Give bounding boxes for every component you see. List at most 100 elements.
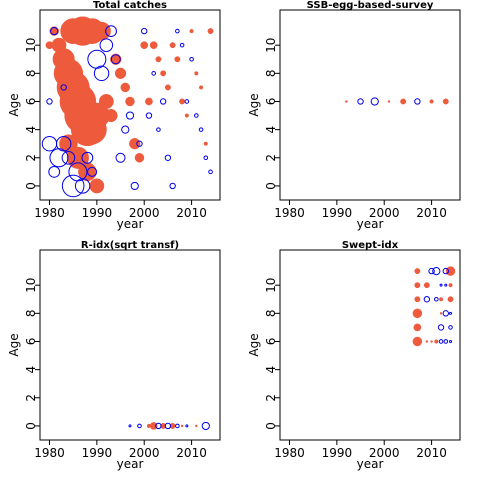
y-tick-label: 4 bbox=[264, 366, 278, 374]
y-tick-label: 2 bbox=[264, 394, 278, 402]
bubble-point-red bbox=[429, 99, 434, 104]
y-tick-label: 10 bbox=[24, 38, 38, 53]
bubble-point-blue bbox=[41, 136, 58, 152]
bubble-point-red bbox=[414, 296, 421, 303]
plot-frame bbox=[39, 9, 221, 201]
bubble-point-blue bbox=[141, 27, 148, 35]
y-tick-label: 4 bbox=[24, 366, 38, 374]
bubble-point-blue bbox=[203, 155, 209, 161]
bubble-point-blue bbox=[156, 127, 161, 132]
x-tick-label: 2000 bbox=[369, 446, 400, 460]
bubble-point-red bbox=[447, 296, 454, 303]
bubble-point-red bbox=[134, 153, 145, 163]
y-axis-label: Age bbox=[7, 93, 21, 116]
y-tick-label: 6 bbox=[24, 338, 38, 346]
bubble-point-red bbox=[345, 100, 348, 103]
bubble-point-blue bbox=[437, 324, 445, 331]
bubble-point-blue bbox=[87, 49, 107, 69]
y-tick-label: 0 bbox=[24, 422, 38, 430]
x-tick-label: 1990 bbox=[322, 446, 353, 460]
bubble-point-blue bbox=[93, 65, 110, 82]
bubble-point-red bbox=[400, 98, 407, 105]
bubble-point-red bbox=[179, 98, 186, 105]
bubble-point-blue bbox=[74, 178, 91, 194]
bubble-point-blue bbox=[449, 311, 453, 315]
bubble-point-blue bbox=[357, 98, 364, 105]
bubble-point-red bbox=[110, 53, 122, 65]
y-tick-label: 6 bbox=[24, 98, 38, 106]
bubble-point-blue bbox=[198, 127, 204, 132]
bubble-point-blue bbox=[194, 113, 199, 118]
bubble-point-red bbox=[89, 178, 105, 194]
bubble-point-red bbox=[160, 70, 167, 77]
bubble-point-blue bbox=[443, 339, 449, 344]
bubble-point-red bbox=[104, 109, 118, 123]
bubble-point-blue bbox=[175, 28, 180, 34]
y-tick-label: 0 bbox=[24, 182, 38, 190]
bubble-point-blue bbox=[189, 56, 194, 62]
bubble-point-red bbox=[149, 422, 158, 430]
panel-title: SSB-egg-based-survey bbox=[307, 0, 434, 11]
bubble-point-blue bbox=[449, 339, 453, 343]
bubble-point-red bbox=[155, 56, 162, 63]
bubble-point-blue bbox=[175, 423, 180, 429]
y-tick-label: 10 bbox=[24, 278, 38, 293]
bubble-point-red bbox=[203, 141, 208, 146]
bubble-point-blue bbox=[50, 27, 59, 36]
y-tick-label: 6 bbox=[264, 338, 278, 346]
panel-title: R-idx(sqrt transf) bbox=[81, 240, 179, 251]
panel-2: 1980 1990 2000 2010 0 2 4 6 8 10 SSB-egg-based-sur… bbox=[247, 0, 461, 231]
bubble-point-red bbox=[98, 94, 114, 109]
bubble-point-red bbox=[412, 308, 423, 319]
bubble-point-red bbox=[140, 41, 149, 50]
bubble-point-blue bbox=[61, 174, 85, 198]
y-tick-label: 8 bbox=[24, 310, 38, 318]
bubble-point-blue bbox=[60, 84, 67, 91]
plot-frame bbox=[279, 9, 461, 201]
x-tick-label: 2010 bbox=[176, 206, 207, 220]
bubble-point-blue bbox=[169, 182, 176, 190]
panel-points bbox=[41, 16, 214, 198]
bubble-point-blue bbox=[159, 98, 167, 105]
bubble-point-blue bbox=[61, 150, 76, 165]
x-tick-label: 2010 bbox=[416, 206, 447, 220]
bubble-point-red bbox=[174, 56, 181, 63]
bubble-point-red bbox=[194, 71, 199, 76]
y-tick-label: 0 bbox=[264, 182, 278, 190]
bubble-point-blue bbox=[121, 125, 130, 134]
bubble-point-blue bbox=[130, 181, 139, 191]
panel-title: Swept-idx bbox=[342, 240, 399, 251]
bubble-point-red bbox=[189, 29, 194, 34]
x-tick-label: 1990 bbox=[322, 206, 353, 220]
bubble-point-red bbox=[160, 422, 167, 429]
bubble-point-blue bbox=[145, 112, 153, 119]
bubble-point-red bbox=[425, 340, 429, 343]
x-axis-label: year bbox=[357, 457, 384, 471]
y-tick-label: 4 bbox=[24, 126, 38, 134]
y-axis-label: Age bbox=[247, 93, 261, 116]
x-tick-label: 1980 bbox=[34, 206, 65, 220]
panel-1: 1980 1990 2000 2010 0 2 4 6 8 10 Total catches year… bbox=[7, 0, 221, 231]
bubble-point-blue bbox=[370, 97, 379, 106]
y-axis-label: Age bbox=[7, 333, 21, 356]
y-tick-label: 8 bbox=[264, 310, 278, 318]
y-axis-label: Age bbox=[247, 333, 261, 356]
y-tick-label: 10 bbox=[264, 38, 278, 53]
bubble-point-red bbox=[199, 85, 204, 90]
x-tick-label: 2000 bbox=[129, 446, 160, 460]
bubble-point-red bbox=[120, 82, 131, 93]
bubble-point-red bbox=[430, 340, 433, 343]
bubble-point-blue bbox=[442, 310, 449, 317]
bubble-point-blue bbox=[46, 98, 53, 105]
y-tick-label: 0 bbox=[264, 422, 278, 430]
bubble-point-blue bbox=[137, 423, 142, 429]
y-tick-label: 8 bbox=[24, 70, 38, 78]
bubble-point-red bbox=[184, 113, 189, 118]
bubble-point-blue bbox=[184, 99, 190, 104]
bubble-point-blue bbox=[414, 98, 421, 105]
bubble-point-blue bbox=[55, 136, 72, 152]
bubble-point-blue bbox=[136, 140, 143, 147]
bubble-point-blue bbox=[87, 166, 98, 177]
bubble-point-red bbox=[164, 84, 171, 91]
panel-points bbox=[128, 421, 210, 431]
